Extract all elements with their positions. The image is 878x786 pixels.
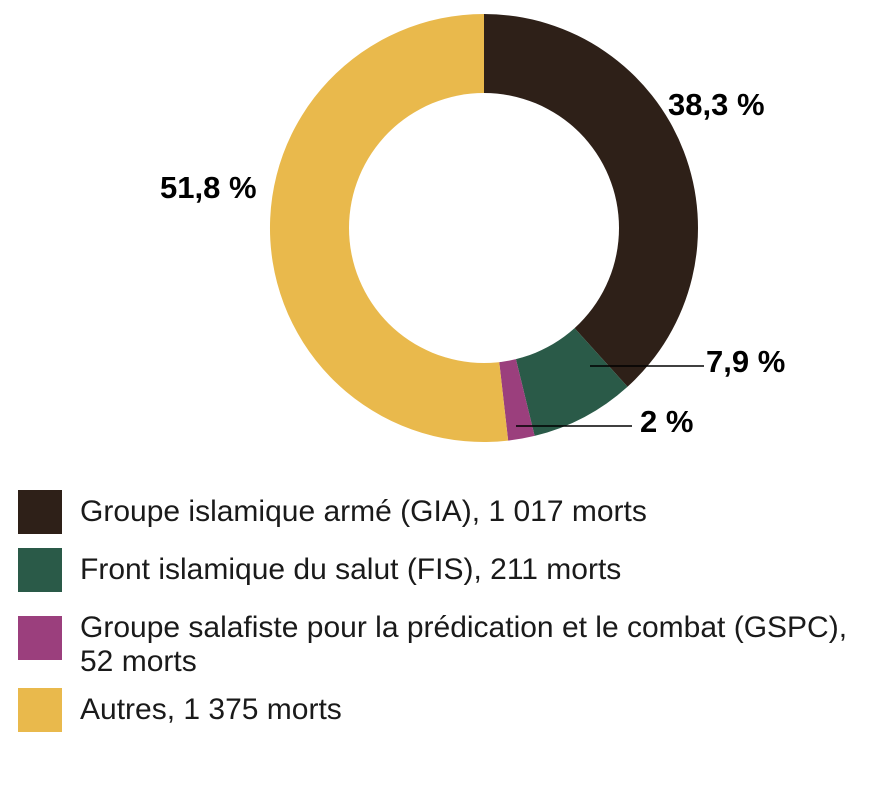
pct-label-fis: 7,9 % bbox=[706, 344, 785, 379]
legend-item-gspc: Groupe salafiste pour la prédication et … bbox=[18, 606, 868, 688]
legend-swatch-autres bbox=[18, 688, 62, 732]
legend-label-autres: Autres, 1 375 morts bbox=[80, 693, 342, 726]
donut-hole bbox=[349, 93, 619, 363]
pct-label-gia: 38,3 % bbox=[668, 87, 765, 122]
legend-swatch-gia bbox=[18, 490, 62, 534]
pct-label-gspc: 2 % bbox=[640, 404, 693, 439]
donut-chart: 38,3 % 7,9 % 2 % 51,8 % bbox=[160, 14, 785, 442]
legend-item-autres: Autres, 1 375 morts bbox=[18, 688, 868, 746]
legend-item-gia: Groupe islamique armé (GIA), 1 017 morts bbox=[18, 490, 868, 548]
legend: Groupe islamique armé (GIA), 1 017 morts… bbox=[18, 490, 868, 746]
legend-item-fis: Front islamique du salut (FIS), 211 mort… bbox=[18, 548, 868, 606]
legend-label-gia: Groupe islamique armé (GIA), 1 017 morts bbox=[80, 495, 647, 528]
legend-swatch-fis bbox=[18, 548, 62, 592]
legend-label-gspc: Groupe salafiste pour la prédication et … bbox=[80, 611, 848, 678]
pct-label-autres: 51,8 % bbox=[160, 170, 257, 205]
legend-label-fis: Front islamique du salut (FIS), 211 mort… bbox=[80, 553, 622, 586]
legend-swatch-gspc bbox=[18, 616, 62, 660]
